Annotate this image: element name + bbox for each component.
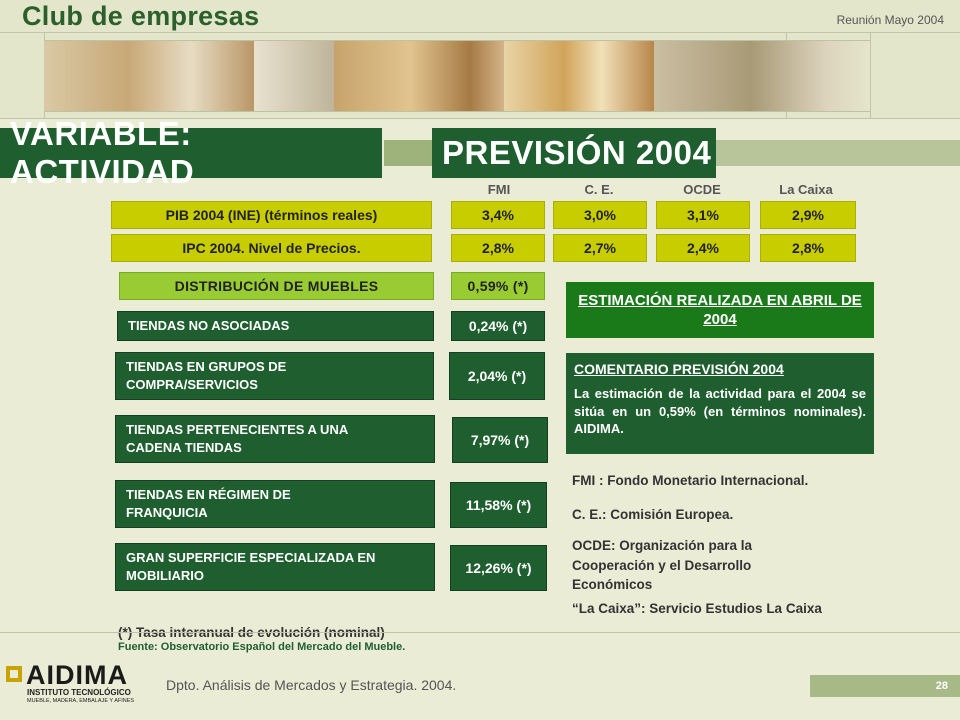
- photo-furniture-1: [44, 41, 254, 111]
- channel-label-cadena: TIENDAS PERTENECIENTES A UNA CADENA TIEN…: [115, 415, 435, 463]
- ipc-ce-value: 2,7%: [553, 234, 647, 262]
- header-grid-line: [870, 32, 871, 118]
- estimate-banner: ESTIMACIÓN REALIZADA EN ABRIL DE 2004: [566, 282, 874, 338]
- pib-ce-value: 3,0%: [553, 201, 647, 229]
- channel-label-grupos-compra: TIENDAS EN GRUPOS DE COMPRA/SERVICIOS: [115, 352, 434, 400]
- brand-title: Club de empresas: [22, 1, 260, 31]
- pib-fmi-value: 3,4%: [451, 201, 545, 229]
- source-note: Fuente: Observatorio Español del Mercado…: [118, 641, 406, 653]
- aidima-logo: AIDIMA: [26, 660, 128, 690]
- pib-label: PIB 2004 (INE) (términos reales): [111, 201, 432, 229]
- channel-value-grupos-compra: 2,04% (*): [449, 352, 545, 400]
- distribution-value: 0,59% (*): [451, 272, 545, 300]
- page-number: 28: [810, 675, 960, 697]
- pib-lacaixa-value: 2,9%: [760, 201, 856, 229]
- header-divider: [0, 32, 960, 33]
- glossary-ce: C. E.: Comisión Europea.: [572, 507, 734, 522]
- title-tail: [716, 140, 960, 166]
- pib-ocde-value: 3,1%: [656, 201, 750, 229]
- source-header-fmi: FMI: [487, 182, 511, 197]
- title-connector: [384, 140, 432, 166]
- glossary-ocde: OCDE: Organización para la Cooperación y…: [572, 538, 753, 593]
- header-photo-strip: [44, 40, 870, 112]
- channel-value-gran-superficie: 12,26% (*): [450, 545, 547, 591]
- footer-line: [0, 632, 960, 633]
- comment-text: La estimación de la actividad para el 20…: [574, 386, 866, 437]
- distribution-label: DISTRIBUCIÓN DE MUEBLES: [119, 272, 434, 300]
- channel-label-franquicia: TIENDAS EN RÉGIMEN DE FRANQUICIA: [115, 480, 435, 528]
- variable-title: VARIABLE: ACTIVIDAD: [0, 115, 382, 190]
- header-bottom-line: [0, 118, 960, 119]
- forecast-title: PREVISIÓN 2004: [432, 128, 716, 178]
- glossary-fmi: FMI : Fondo Monetario Internacional.: [572, 473, 809, 488]
- channel-value-cadena: 7,97% (*): [452, 417, 548, 463]
- ipc-lacaixa-value: 2,8%: [760, 234, 856, 262]
- channel-label-gran-superficie: GRAN SUPERFICIE ESPECIALIZADA EN MOBILIA…: [115, 543, 435, 591]
- ipc-label: IPC 2004. Nivel de Precios.: [111, 234, 432, 262]
- source-header-ce: C. E.: [584, 182, 614, 197]
- aidima-logo-icon: [6, 666, 22, 682]
- photo-furniture-4: [504, 41, 654, 111]
- source-header-lacaixa: La Caixa: [779, 182, 833, 197]
- photo-furniture-3: [334, 41, 504, 111]
- aidima-logo-subtitle: INSTITUTO TECNOLÓGICO: [27, 688, 131, 697]
- aidima-logo-tagline: MUEBLE, MADERA, EMBALAJE Y AFINES: [27, 698, 135, 704]
- source-header-ocde: OCDE: [683, 182, 721, 197]
- channel-label-no-asociadas: TIENDAS NO ASOCIADAS: [117, 311, 434, 341]
- ipc-ocde-value: 2,4%: [656, 234, 750, 262]
- comment-box: COMENTARIO PREVISIÓN 2004 La estimación …: [566, 353, 874, 454]
- ipc-fmi-value: 2,8%: [451, 234, 545, 262]
- photo-furniture-2: [254, 41, 334, 111]
- department-footer: Dpto. Análisis de Mercados y Estrategia.…: [166, 677, 457, 693]
- channel-value-no-asociadas: 0,24% (*): [451, 311, 545, 341]
- meeting-label: Reunión Mayo 2004: [836, 13, 944, 27]
- glossary-lacaixa: “La Caixa”: Servicio Estudios La Caixa: [572, 601, 822, 616]
- photo-furniture-5: [654, 41, 870, 111]
- channel-value-franquicia: 11,58% (*): [450, 482, 547, 528]
- comment-title: COMENTARIO PREVISIÓN 2004: [574, 361, 784, 377]
